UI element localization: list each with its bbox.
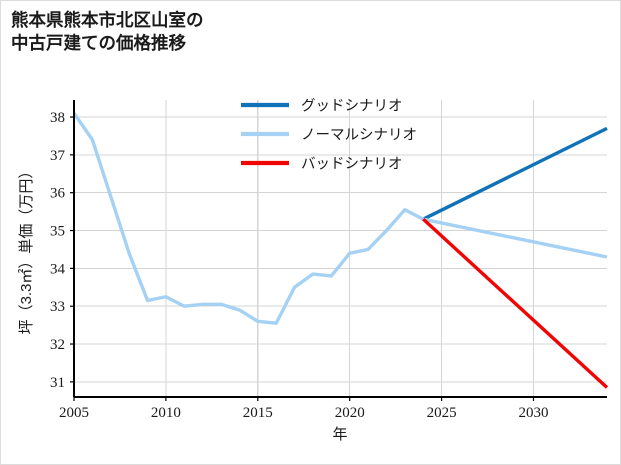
legend-label: グッドシナリオ	[301, 98, 403, 115]
x-tick-label: 2010	[151, 405, 181, 421]
legend-label: ノーマルシナリオ	[301, 128, 417, 144]
y-tick-labels-group: 31 32 33 34 35 36 37 38	[50, 110, 74, 391]
x-tick-label: 2005	[59, 405, 89, 421]
y-tick-label: 38	[50, 110, 65, 126]
y-tick-label: 35	[50, 224, 65, 240]
legend-label: バッドシナリオ	[301, 157, 403, 173]
axis-spines	[73, 100, 607, 398]
y-tick-label: 31	[50, 375, 65, 391]
series-group	[72, 112, 609, 389]
x-tick-label: 2015	[243, 405, 273, 421]
y-tick-label: 36	[50, 186, 66, 202]
x-tick-label: 2030	[518, 405, 548, 421]
x-tick-label: 2020	[335, 405, 365, 421]
series-line-good	[422, 126, 608, 221]
series-line-bad	[422, 217, 609, 389]
gridlines-group	[73, 100, 607, 397]
chart-title: 熊本県熊本市北区山室の 中古戸建ての価格推移	[11, 10, 204, 54]
y-axis-title: 坪（3.3㎡）単価（万円）	[18, 164, 35, 335]
x-axis-title: 年	[332, 426, 347, 443]
y-tick-label: 37	[50, 148, 66, 164]
x-tick-label: 2025	[427, 405, 457, 421]
y-tick-label: 33	[50, 299, 65, 315]
x-tick-labels-group: 2005 2010 2015 2020 2025 2030	[59, 397, 548, 421]
series-line-normal	[72, 112, 608, 325]
y-tick-label: 34	[50, 261, 66, 277]
y-tick-label: 32	[50, 337, 65, 353]
